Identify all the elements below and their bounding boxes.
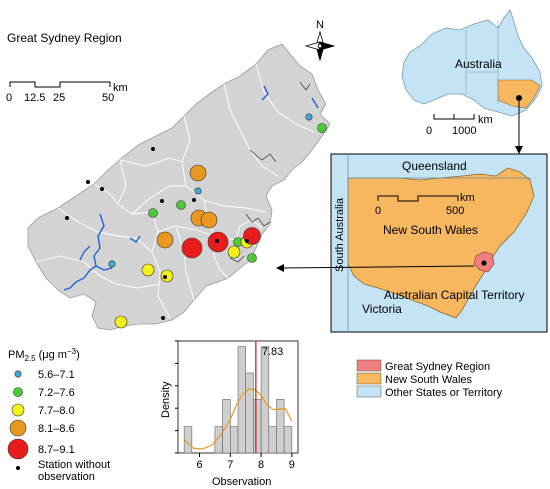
- station-dot: [161, 316, 165, 320]
- area-legend-label: Other States or Territory: [385, 387, 503, 399]
- pm-station-marker: [305, 113, 313, 121]
- legend-label-station-1: Station without: [38, 459, 110, 471]
- water-bodies: [63, 85, 319, 291]
- legend-swatch: [356, 372, 382, 385]
- pm-station-marker: [141, 263, 155, 277]
- inset-scale-unit: km: [478, 114, 493, 126]
- pm-legend: PM2.5 (μg m−3) 5.6–7.1 7.2–7.6 7.7–8.0 8.…: [7, 347, 110, 483]
- nsw-scale-unit: km: [460, 192, 475, 204]
- australia-inset: Australia 0 1000 km: [401, 9, 543, 137]
- pm-station-marker: [227, 245, 241, 259]
- region-title: Great Sydney Region: [7, 31, 122, 45]
- histogram-bar: [253, 399, 262, 454]
- station-dot: [151, 147, 155, 151]
- scale-tick: 50: [102, 92, 114, 104]
- x-axis-label: Observation: [212, 476, 271, 488]
- pm-station-marker: [148, 208, 158, 218]
- scale-tick: 0: [6, 92, 12, 104]
- pointer-arrow-to-main-map: [279, 265, 475, 269]
- histogram-chart: 7.83 6 7 8 9 Observation Density: [160, 340, 299, 488]
- pm-station-marker: [160, 269, 174, 283]
- station-dot: [215, 239, 219, 243]
- x-tick-label: 7: [227, 459, 233, 471]
- nsw-label: New South Wales: [383, 223, 478, 237]
- histogram-bar: [260, 346, 270, 454]
- histogram-bar: [230, 426, 239, 454]
- density-curve: [183, 388, 293, 450]
- pm-station-marker: [181, 237, 203, 259]
- main-scale-bar: 0 12.5 25 50 km: [6, 81, 128, 104]
- act-label: Australian Capital Territory: [384, 288, 525, 302]
- x-tick-label: 9: [289, 459, 295, 471]
- station-dot: [192, 198, 196, 202]
- station-dot: [160, 199, 164, 203]
- nsw-inset-shape: [497, 79, 541, 109]
- area-legend-label: New South Wales: [385, 374, 473, 386]
- legend-symbol: [9, 419, 27, 437]
- victoria-label: Victoria: [362, 302, 402, 316]
- pm-station-marker: [189, 164, 207, 182]
- station-dot: [65, 216, 69, 220]
- greater-sydney-region-shape: [27, 43, 331, 331]
- legend-label: 5.6–7.1: [38, 369, 75, 381]
- south-australia-label: South Australia: [334, 197, 346, 272]
- nsw-scale-tick: 500: [446, 205, 464, 217]
- legend-label: 7.7–8.0: [38, 405, 75, 417]
- scale-unit: km: [113, 82, 128, 94]
- pm-station-marker: [247, 253, 257, 263]
- inset-scale-tick: 0: [426, 125, 432, 137]
- north-label: N: [316, 19, 324, 31]
- north-arrow: N: [304, 19, 336, 62]
- legend-symbol: [11, 403, 25, 417]
- legend-symbol: [14, 370, 22, 378]
- pm-station-marker: [114, 315, 128, 329]
- pm-station-marker: [156, 231, 174, 249]
- inset-scale-tick: 1000: [452, 125, 476, 137]
- x-tick-label: 8: [258, 459, 264, 471]
- nsw-scale-tick: 0: [375, 205, 381, 217]
- coastline-detail: [229, 81, 311, 263]
- station-dot: [245, 239, 249, 243]
- legend-label: 7.2–7.6: [38, 387, 75, 399]
- histogram-bar: [245, 372, 254, 454]
- area-legend-label: Great Sydney Region: [385, 361, 490, 373]
- legend-swatch: [356, 359, 382, 372]
- australia-label: Australia: [455, 57, 502, 71]
- legend-label-station-2: observation: [38, 471, 95, 483]
- legend-label: 8.1–8.6: [38, 423, 75, 435]
- nsw-inset: Queensland South Australia New South Wal…: [330, 153, 548, 333]
- y-ticks: [175, 340, 178, 454]
- sydney-location-dot: [516, 95, 522, 101]
- legend-symbol: [7, 438, 29, 460]
- histogram-bar: [268, 426, 277, 454]
- legend-symbol-station: [16, 466, 20, 470]
- pm-station-marker: [194, 187, 202, 195]
- histogram-bar: [283, 426, 293, 454]
- x-ticks: 6 7 8 9: [196, 453, 295, 471]
- scale-tick: 25: [53, 92, 65, 104]
- main-map: [27, 43, 331, 331]
- scale-tick: 12.5: [24, 92, 45, 104]
- legend-symbol: [13, 387, 23, 397]
- area-legend: Great Sydney Region New South Wales Othe…: [356, 359, 503, 399]
- sydney-dot: [481, 260, 487, 266]
- pm-station-marker: [108, 260, 116, 268]
- queensland-label: Queensland: [402, 159, 467, 173]
- legend-label: 8.7–9.1: [38, 444, 75, 456]
- pm-legend-title: PM2.5 (μg m−3): [8, 347, 80, 363]
- station-dot: [100, 187, 104, 191]
- mean-label: 7.83: [262, 346, 283, 358]
- stations-without-observation: [65, 147, 249, 320]
- lga-boundaries: [35, 63, 315, 319]
- y-axis-label: Density: [160, 381, 172, 418]
- pm-station-marker: [200, 211, 218, 229]
- histogram-bar: [276, 399, 285, 454]
- pm-station-marker: [317, 123, 327, 133]
- legend-swatch: [356, 385, 382, 398]
- station-dot: [163, 275, 167, 279]
- station-dot: [86, 180, 90, 184]
- x-tick-label: 6: [196, 459, 202, 471]
- pm-station-marker: [176, 200, 186, 210]
